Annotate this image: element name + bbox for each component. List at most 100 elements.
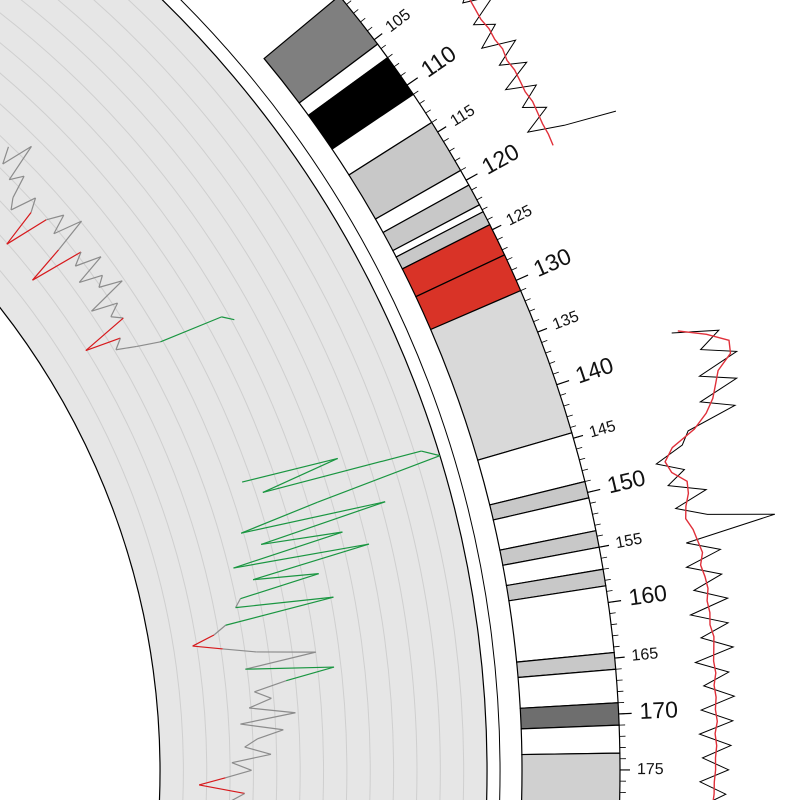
major-tick [614, 656, 625, 659]
track-ring [0, 134, 278, 800]
minor-tick [613, 645, 620, 648]
major-tick [492, 224, 502, 231]
minor-tick [596, 534, 603, 537]
trace-segment [261, 531, 343, 546]
trace-segment [262, 457, 338, 493]
track-ring [0, 234, 208, 800]
track-ring [57, 0, 418, 800]
minor-tick [541, 340, 548, 343]
tick-label: 150 [605, 464, 648, 498]
trace-segment [53, 214, 65, 235]
trace-segment [235, 596, 334, 609]
minor-tick [471, 186, 477, 191]
track-ring [93, 0, 441, 800]
minor-tick [487, 216, 493, 221]
trace-segment [199, 784, 245, 795]
major-tick [465, 173, 478, 181]
minor-tick [560, 393, 567, 396]
trace-segment [115, 345, 137, 351]
minor-tick [506, 257, 513, 261]
minor-tick [501, 246, 508, 251]
minor-tick [380, 44, 387, 49]
major-tick [599, 544, 610, 548]
minor-tick [360, 17, 366, 23]
trace-segment [6, 219, 47, 245]
trace-segment [6, 212, 32, 245]
major-tick [437, 126, 447, 133]
track-ring [0, 12, 371, 800]
track-ring [0, 103, 301, 800]
major-tick [556, 380, 570, 386]
trace-segment [213, 624, 226, 636]
trace-segment [245, 651, 316, 670]
minor-tick [533, 319, 540, 323]
trace-segment [248, 697, 272, 709]
trace-segment [240, 573, 319, 600]
tick-label: 140 [572, 352, 617, 389]
major-tick [537, 327, 548, 333]
minor-tick [346, 0, 352, 5]
trace-segment [12, 175, 25, 198]
minor-tick [545, 350, 552, 354]
major-tick [608, 600, 622, 604]
trace-segment [75, 256, 102, 267]
minor-tick [576, 447, 583, 450]
trace-segment [241, 501, 386, 534]
minor-tick [549, 361, 556, 364]
trace-segment [285, 666, 335, 682]
trace-segment [240, 501, 318, 534]
minor-tick [431, 118, 437, 123]
trace-segment [10, 197, 14, 211]
trace-segment [252, 573, 319, 581]
minor-tick [393, 62, 400, 68]
trace-segment [74, 251, 82, 267]
minor-tick [460, 167, 467, 171]
minor-tick [594, 523, 601, 526]
minor-tick [601, 556, 608, 559]
minor-tick [579, 457, 586, 461]
tick-label: 125 [504, 202, 536, 229]
trace-segment [58, 220, 83, 251]
trace-segment [91, 280, 123, 312]
tick-label: 170 [639, 696, 679, 724]
trace-segment [245, 666, 335, 670]
track-ring [0, 200, 231, 800]
minor-tick [367, 26, 373, 32]
minor-tick [524, 298, 531, 302]
minor-tick [612, 634, 619, 637]
minor-tick [606, 590, 613, 592]
track-ring [0, 269, 184, 800]
trace-segment [225, 769, 252, 779]
major-tick [618, 712, 632, 715]
minor-tick [520, 287, 527, 292]
trace-segment [136, 341, 161, 348]
minor-tick [529, 308, 536, 312]
trace-segment [78, 256, 102, 283]
trace-segment [115, 337, 121, 350]
trace-segment [110, 302, 119, 318]
minor-tick [566, 414, 573, 418]
trace-segment [260, 501, 386, 545]
minor-tick [413, 90, 419, 95]
trace-segment [53, 220, 82, 235]
tick-label: 110 [416, 40, 461, 82]
tick-label: 105 [382, 6, 414, 36]
minor-tick [497, 236, 503, 241]
trace-segment [233, 543, 370, 569]
tick-label: 155 [614, 530, 643, 552]
major-tick [373, 33, 383, 41]
track-border [161, 0, 488, 800]
trace-segment [8, 146, 32, 181]
tick-label: 165 [631, 645, 659, 664]
trace-segment [233, 531, 343, 569]
trace-segment [192, 645, 223, 650]
trace-segment [110, 316, 124, 319]
minor-tick [425, 109, 431, 114]
trace-segment [257, 729, 284, 740]
trace-segment [262, 450, 422, 493]
tick-label: 175 [637, 761, 664, 778]
trace-segment [98, 275, 103, 288]
trace-segment [46, 214, 64, 221]
trace-segment [9, 175, 25, 181]
